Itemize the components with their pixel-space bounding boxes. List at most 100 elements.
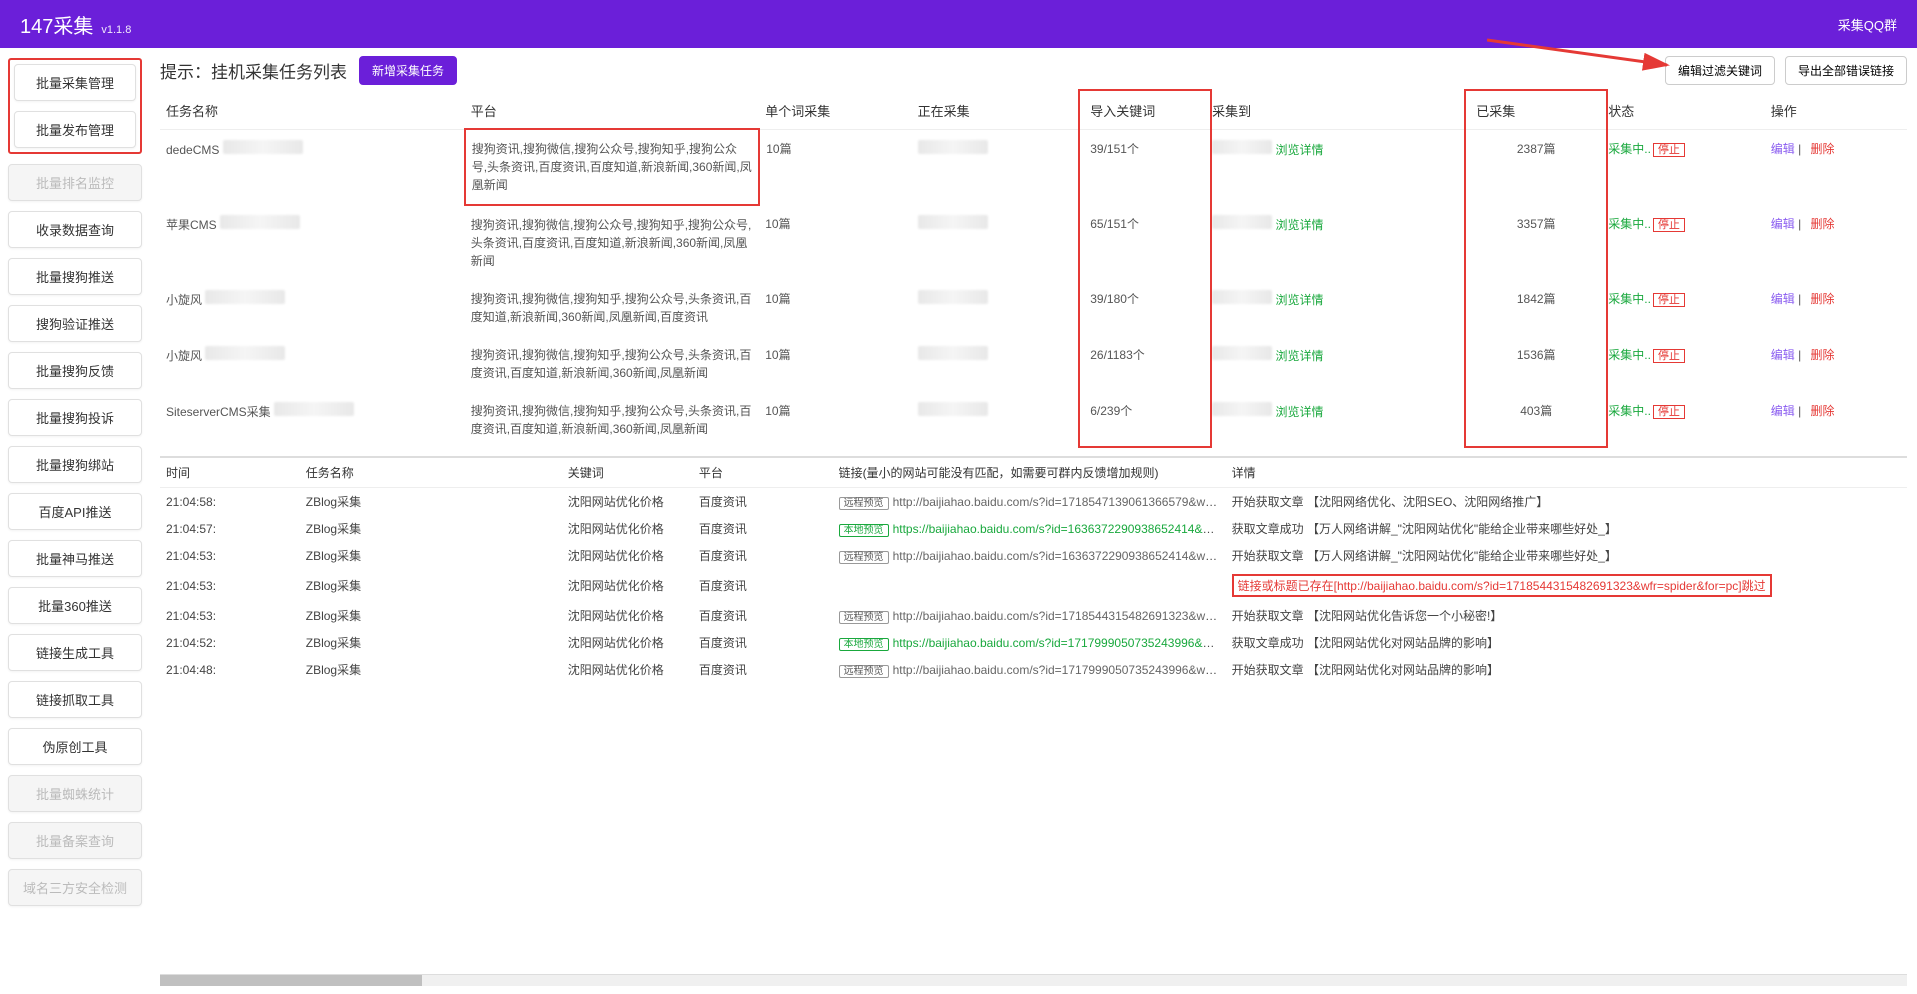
redacted [1212, 140, 1272, 154]
col-collecting: 正在采集 [912, 93, 1085, 129]
task-platform: 搜狗资讯,搜狗微信,搜狗知乎,搜狗公众号,头条资讯,百度资讯,百度知道,新浪新闻… [465, 336, 760, 392]
redacted [1212, 215, 1272, 229]
redacted [1212, 290, 1272, 304]
log-platform: 百度资讯 [693, 488, 833, 515]
local-preview-button[interactable]: 本地预览 [839, 638, 889, 651]
task-row: SiteserverCMS采集 搜狗资讯,搜狗微信,搜狗知乎,搜狗公众号,头条资… [160, 392, 1907, 448]
sidebar-item-9[interactable]: 百度API推送 [8, 493, 142, 530]
qq-group-link[interactable]: 采集QQ群 [1838, 15, 1897, 34]
log-detail: 链接或标题已存在[http://baijiahao.baidu.com/s?id… [1226, 569, 1907, 602]
edit-link[interactable]: 编辑 [1771, 404, 1795, 418]
edit-link[interactable]: 编辑 [1771, 348, 1795, 362]
task-single: 10篇 [759, 280, 911, 336]
browse-detail-link[interactable]: 浏览详情 [1275, 293, 1323, 307]
log-col-link: 链接(量小的网站可能没有匹配，如需要可群内反馈增加规则) [833, 458, 1226, 488]
task-platform: 搜狗资讯,搜狗微信,搜狗知乎,搜狗公众号,头条资讯,百度知道,新浪新闻,360新… [465, 280, 760, 336]
sidebar-item-12[interactable]: 链接生成工具 [8, 634, 142, 671]
sidebar-item-11[interactable]: 批量360推送 [8, 587, 142, 624]
log-detail: 开始获取文章 【沈阳网络优化、沈阳SEO、沈阳网络推广】 [1226, 488, 1907, 515]
task-table: 任务名称 平台 单个词采集 正在采集 导入关键词 采集到 已采集 状态 操作 d… [160, 93, 1907, 448]
stop-button[interactable]: 停止 [1653, 143, 1685, 157]
log-row: 21:04:48:ZBlog采集沈阳网站优化价格百度资讯远程预览http://b… [160, 656, 1907, 683]
local-preview-button[interactable]: 本地预览 [839, 524, 889, 537]
log-task: ZBlog采集 [300, 488, 562, 515]
task-row: 苹果CMS 搜狗资讯,搜狗微信,搜狗公众号,搜狗知乎,搜狗公众号,头条资讯,百度… [160, 205, 1907, 280]
remote-preview-button[interactable]: 远程预览 [839, 611, 889, 624]
edit-filter-button[interactable]: 编辑过滤关键词 [1665, 56, 1775, 85]
horizontal-scrollbar[interactable] [160, 974, 1907, 986]
log-link: 远程预览http://baijiahao.baidu.com/s?id=1717… [833, 656, 1226, 683]
task-keywords: 6/239个 [1084, 392, 1206, 448]
delete-link[interactable]: 删除 [1811, 404, 1835, 418]
task-name: 小旋风 [166, 293, 202, 307]
task-name: SiteserverCMS采集 [166, 405, 271, 419]
sidebar-item-10[interactable]: 批量神马推送 [8, 540, 142, 577]
log-detail: 开始获取文章 【沈阳网站优化告诉您一个小秘密!】 [1226, 602, 1907, 629]
log-row: 21:04:53:ZBlog采集沈阳网站优化价格百度资讯远程预览http://b… [160, 602, 1907, 629]
redacted [1212, 346, 1272, 360]
remote-preview-button[interactable]: 远程预览 [839, 551, 889, 564]
sidebar-highlight-box: 批量采集管理批量发布管理 [8, 58, 142, 154]
log-row: 21:04:53:ZBlog采集沈阳网站优化价格百度资讯链接或标题已存在[htt… [160, 569, 1907, 602]
task-single: 10篇 [759, 392, 911, 448]
sidebar-item-14[interactable]: 伪原创工具 [8, 728, 142, 765]
log-keyword: 沈阳网站优化价格 [562, 629, 693, 656]
log-link: 远程预览http://baijiahao.baidu.com/s?id=1636… [833, 542, 1226, 569]
sidebar-item-8[interactable]: 批量搜狗绑站 [8, 446, 142, 483]
browse-detail-link[interactable]: 浏览详情 [1275, 405, 1323, 419]
log-keyword: 沈阳网站优化价格 [562, 542, 693, 569]
log-panel: 时间 任务名称 关键词 平台 链接(量小的网站可能没有匹配，如需要可群内反馈增加… [160, 456, 1907, 986]
browse-detail-link[interactable]: 浏览详情 [1275, 218, 1323, 232]
delete-link[interactable]: 删除 [1811, 348, 1835, 362]
task-keywords: 26/1183个 [1084, 336, 1206, 392]
log-col-platform: 平台 [693, 458, 833, 488]
export-errors-button[interactable]: 导出全部错误链接 [1785, 56, 1907, 85]
browse-detail-link[interactable]: 浏览详情 [1275, 143, 1323, 157]
task-keywords: 39/180个 [1084, 280, 1206, 336]
log-task: ZBlog采集 [300, 629, 562, 656]
edit-link[interactable]: 编辑 [1771, 142, 1795, 156]
new-task-button[interactable]: 新增采集任务 [359, 56, 457, 85]
sidebar-item-6[interactable]: 批量搜狗反馈 [8, 352, 142, 389]
main-content: 提示：挂机采集任务列表 新增采集任务 编辑过滤关键词 导出全部错误链接 任务名称… [150, 48, 1917, 994]
log-keyword: 沈阳网站优化价格 [562, 656, 693, 683]
redacted [918, 140, 988, 154]
sidebar-item-1[interactable]: 批量发布管理 [14, 111, 136, 148]
sidebar-item-4[interactable]: 批量搜狗推送 [8, 258, 142, 295]
edit-link[interactable]: 编辑 [1771, 292, 1795, 306]
sidebar-item-0[interactable]: 批量采集管理 [14, 64, 136, 101]
log-link: 本地预览https://baijiahao.baidu.com/s?id=171… [833, 629, 1226, 656]
delete-link[interactable]: 删除 [1811, 217, 1835, 231]
stop-button[interactable]: 停止 [1653, 293, 1685, 307]
log-platform: 百度资讯 [693, 542, 833, 569]
task-platform: 搜狗资讯,搜狗微信,搜狗知乎,搜狗公众号,头条资讯,百度资讯,百度知道,新浪新闻… [465, 392, 760, 448]
status-running: 采集中.. [1608, 404, 1651, 418]
log-detail: 开始获取文章 【万人网络讲解_"沈阳网站优化"能给企业带来哪些好处_】 [1226, 542, 1907, 569]
delete-link[interactable]: 删除 [1811, 292, 1835, 306]
col-keywords: 导入关键词 [1084, 93, 1206, 129]
browse-detail-link[interactable]: 浏览详情 [1275, 349, 1323, 363]
col-status: 状态 [1602, 93, 1765, 129]
redacted [918, 346, 988, 360]
stop-button[interactable]: 停止 [1653, 218, 1685, 232]
remote-preview-button[interactable]: 远程预览 [839, 497, 889, 510]
delete-link[interactable]: 删除 [1811, 142, 1835, 156]
log-keyword: 沈阳网站优化价格 [562, 488, 693, 515]
sidebar-item-13[interactable]: 链接抓取工具 [8, 681, 142, 718]
sidebar-item-3[interactable]: 收录数据查询 [8, 211, 142, 248]
edit-link[interactable]: 编辑 [1771, 217, 1795, 231]
log-link: 远程预览http://baijiahao.baidu.com/s?id=1718… [833, 488, 1226, 515]
stop-button[interactable]: 停止 [1653, 349, 1685, 363]
stop-button[interactable]: 停止 [1653, 405, 1685, 419]
sidebar-item-5[interactable]: 搜狗验证推送 [8, 305, 142, 342]
log-keyword: 沈阳网站优化价格 [562, 602, 693, 629]
task-platform: 搜狗资讯,搜狗微信,搜狗公众号,搜狗知乎,搜狗公众号,头条资讯,百度资讯,百度知… [465, 205, 760, 280]
col-task-name: 任务名称 [160, 93, 465, 129]
sidebar-item-7[interactable]: 批量搜狗投诉 [8, 399, 142, 436]
status-running: 采集中.. [1608, 142, 1651, 156]
redacted [918, 215, 988, 229]
task-single: 10篇 [759, 129, 911, 205]
app-version: v1.1.8 [101, 24, 131, 36]
log-link [833, 569, 1226, 602]
remote-preview-button[interactable]: 远程预览 [839, 665, 889, 678]
